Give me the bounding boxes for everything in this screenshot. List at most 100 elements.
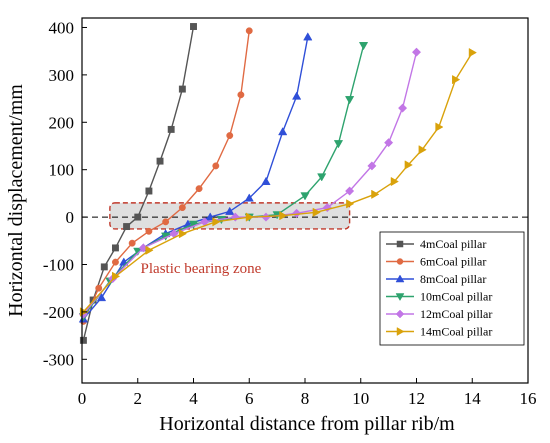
y-tick-label: -200 [43,303,74,322]
data-point [245,27,253,35]
plastic-zone-label: Plastic bearing zone [141,261,262,277]
data-point [300,192,310,201]
data-point [261,176,271,185]
data-point [226,132,234,140]
y-tick-label: 100 [49,161,75,180]
legend-label: 14mCoal pillar [420,325,492,339]
x-tick-label: 6 [245,389,254,408]
series-5 [78,47,422,319]
y-tick-label: 300 [49,66,75,85]
legend-label: 6mCoal pillar [420,255,486,269]
data-point [230,212,240,222]
data-point [468,47,477,58]
data-point [178,229,188,239]
data-point [112,271,121,281]
data-point [303,32,313,41]
y-tick-label: -300 [43,350,74,369]
x-tick-label: 8 [301,389,310,408]
data-point [344,96,355,105]
data-point [95,284,103,292]
y-axis-title: Horizontal displacement/mm [5,84,27,317]
data-point [112,244,119,252]
axis-layer: 0 2 4 6 8 10 12 14 16 -300 -200 -100 0 100 200 300 400 [43,18,537,408]
data-point [317,173,327,182]
data-point [279,211,288,221]
legend-entry: 8mCoal pillar [386,272,486,286]
data-point [292,208,302,218]
series-layer [78,23,477,344]
data-point [212,217,221,227]
data-point [178,204,186,212]
legend-entry: 10mCoal pillar [386,290,492,304]
data-point [404,160,413,170]
data-point [225,206,235,215]
y-tick-label: 200 [49,113,75,132]
data-point [79,336,87,344]
data-point [96,292,107,302]
legend-label: 10mCoal pillar [420,290,492,304]
legend-marker [395,309,405,319]
data-point [156,157,164,165]
data-point [346,199,355,209]
data-point [145,227,153,235]
data-point [112,258,119,266]
data-point [390,176,399,187]
series-line [82,30,250,322]
legend-label: 8mCoal pillar [420,272,486,286]
data-point [435,122,444,132]
data-point [345,186,355,196]
data-point [312,207,321,217]
series-6 [79,47,477,317]
series-4 [78,42,369,322]
data-point [145,245,154,255]
data-point [244,193,254,202]
data-point [358,42,369,51]
data-point [128,239,136,247]
x-axis-title: Horizontal distance from pillar rib/m [159,413,455,435]
data-point [212,162,220,170]
legend-label: 4mCoal pillar [420,237,486,251]
data-point [452,74,461,85]
x-tick-label: 0 [78,389,87,408]
data-point [190,23,197,30]
data-point [162,218,170,226]
legend-entry: 4mCoal pillar [386,237,486,251]
legend-entry: 14mCoal pillar [386,325,492,339]
legend: 4mCoal pillar 6mCoal pillar 8mCoal pillar 1… [379,231,525,346]
data-point [123,223,131,231]
x-tick-label: 14 [464,389,482,408]
legend-label: 12mCoal pillar [420,307,492,321]
data-point [100,263,108,271]
data-point [145,187,153,195]
x-tick-label: 4 [189,389,198,408]
x-tick-label: 16 [520,389,537,408]
data-point [384,138,394,148]
data-point [398,103,408,113]
data-point [278,127,288,136]
x-tick-label: 12 [408,389,425,408]
data-point [195,185,203,193]
legend-entry: 6mCoal pillar [386,255,486,269]
data-point [418,145,427,155]
series-2 [79,27,253,325]
plastic-zone-box [109,202,351,230]
series-line [82,52,473,313]
y-tick-label: -100 [43,255,74,274]
data-point [237,91,245,99]
legend-entry: 12mCoal pillar [386,307,492,321]
x-tick-label: 2 [134,389,143,408]
data-point [292,91,302,100]
y-tick-label: 400 [49,18,75,37]
data-point [411,47,422,57]
legend-marker [396,327,405,336]
legend-marker [396,258,404,265]
data-point [367,161,377,171]
data-point [134,213,142,221]
legend-marker [396,240,404,248]
legend-marker [395,293,405,302]
data-point [371,189,380,199]
data-point [167,125,175,133]
legend-marker [395,274,405,283]
data-point [333,140,344,149]
